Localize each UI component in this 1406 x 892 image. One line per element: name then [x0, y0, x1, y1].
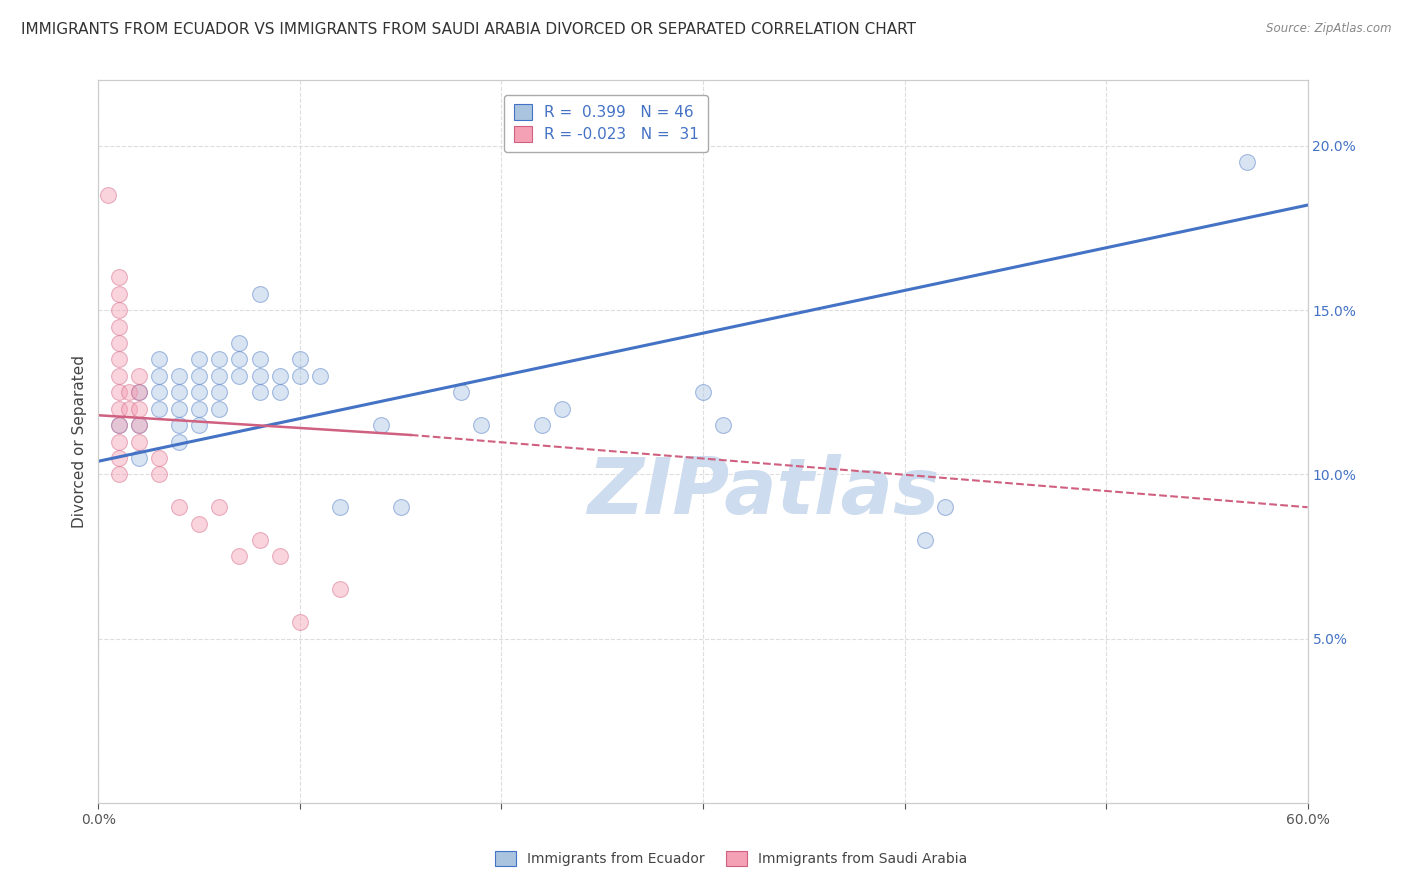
Point: [370, 418, 392, 433]
Point: [188, 516, 211, 531]
Point: [148, 467, 170, 482]
Point: [470, 418, 492, 433]
Point: [107, 368, 129, 383]
Point: [228, 352, 250, 367]
Point: [249, 352, 271, 367]
Y-axis label: Divorced or Separated: Divorced or Separated: [72, 355, 87, 528]
Point: [167, 418, 190, 433]
Point: [288, 352, 311, 367]
Point: [148, 368, 170, 383]
Point: [249, 385, 271, 400]
Point: [128, 418, 150, 433]
Legend: Immigrants from Ecuador, Immigrants from Saudi Arabia: Immigrants from Ecuador, Immigrants from…: [489, 846, 973, 871]
Point: [167, 385, 190, 400]
Point: [107, 352, 129, 367]
Point: [269, 385, 291, 400]
Point: [208, 368, 231, 383]
Point: [228, 549, 250, 564]
Point: [107, 418, 129, 433]
Point: [188, 368, 211, 383]
Point: [249, 286, 271, 301]
Point: [692, 385, 714, 400]
Point: [118, 401, 141, 416]
Point: [329, 582, 352, 597]
Point: [329, 500, 352, 515]
Point: [309, 368, 332, 383]
Point: [269, 549, 291, 564]
Point: [128, 401, 150, 416]
Point: [208, 385, 231, 400]
Point: [97, 188, 120, 202]
Point: [530, 418, 553, 433]
Point: [128, 385, 150, 400]
Point: [107, 270, 129, 285]
Point: [107, 286, 129, 301]
Text: IMMIGRANTS FROM ECUADOR VS IMMIGRANTS FROM SAUDI ARABIA DIVORCED OR SEPARATED CO: IMMIGRANTS FROM ECUADOR VS IMMIGRANTS FR…: [21, 22, 917, 37]
Point: [551, 401, 574, 416]
Point: [148, 450, 170, 465]
Point: [128, 450, 150, 465]
Point: [188, 352, 211, 367]
Point: [288, 368, 311, 383]
Point: [208, 352, 231, 367]
Point: [128, 368, 150, 383]
Point: [934, 500, 956, 515]
Point: [107, 418, 129, 433]
Legend: R =  0.399   N = 46, R = -0.023   N =  31: R = 0.399 N = 46, R = -0.023 N = 31: [505, 95, 709, 152]
Point: [188, 418, 211, 433]
Point: [167, 500, 190, 515]
Point: [249, 533, 271, 547]
Point: [1236, 155, 1258, 169]
Point: [148, 352, 170, 367]
Point: [914, 533, 936, 547]
Point: [107, 450, 129, 465]
Point: [107, 434, 129, 449]
Point: [167, 434, 190, 449]
Point: [450, 385, 472, 400]
Point: [128, 434, 150, 449]
Point: [107, 385, 129, 400]
Point: [107, 319, 129, 334]
Point: [188, 401, 211, 416]
Point: [107, 401, 129, 416]
Point: [228, 368, 250, 383]
Point: [148, 385, 170, 400]
Point: [128, 385, 150, 400]
Point: [208, 401, 231, 416]
Point: [107, 336, 129, 351]
Point: [188, 385, 211, 400]
Point: [288, 615, 311, 630]
Point: [148, 401, 170, 416]
Point: [107, 303, 129, 318]
Point: [711, 418, 734, 433]
Point: [228, 336, 250, 351]
Text: ZIPatlas: ZIPatlas: [588, 454, 939, 530]
Point: [118, 385, 141, 400]
Text: Source: ZipAtlas.com: Source: ZipAtlas.com: [1267, 22, 1392, 36]
Point: [167, 401, 190, 416]
Point: [128, 418, 150, 433]
Point: [269, 368, 291, 383]
Point: [208, 500, 231, 515]
Point: [107, 467, 129, 482]
Point: [249, 368, 271, 383]
Point: [389, 500, 412, 515]
Point: [167, 368, 190, 383]
